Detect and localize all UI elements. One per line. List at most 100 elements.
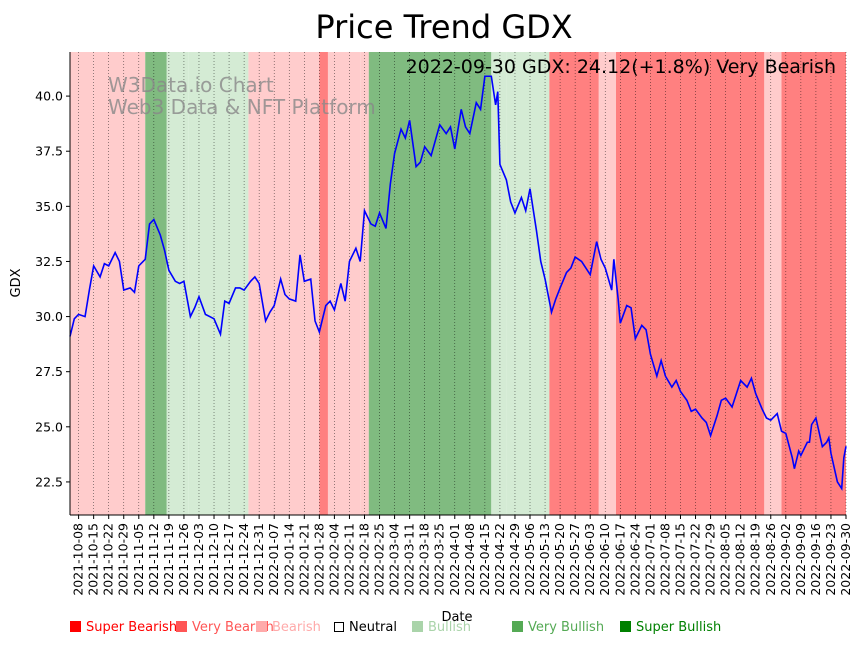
- legend-swatch: [412, 621, 423, 632]
- x-tick-label: 2021-11-26: [176, 523, 191, 596]
- legend-label: Bearish: [272, 620, 321, 635]
- x-tick-label: 2022-05-27: [567, 523, 582, 596]
- x-tick-label: 2021-12-24: [236, 523, 251, 596]
- x-tick-label: 2022-08-19: [748, 523, 763, 596]
- x-tick-label: 2022-06-17: [612, 523, 627, 596]
- legend-item: Very Bearish: [176, 620, 274, 635]
- regime-band: [145, 52, 167, 515]
- x-tick-label: 2021-12-17: [221, 523, 236, 596]
- legend-label: Bullish: [428, 620, 472, 635]
- x-tick-label: 2022-08-12: [733, 523, 748, 596]
- x-tick-label: 2022-09-30: [838, 523, 853, 596]
- x-tick-label: 2021-12-10: [206, 523, 221, 596]
- x-tick-label: 2022-04-01: [447, 523, 462, 596]
- x-tick-label: 2022-05-13: [537, 523, 552, 596]
- x-tick-label: 2022-08-05: [718, 523, 733, 596]
- x-tick-label: 2022-03-04: [387, 523, 402, 596]
- x-tick-label: 2022-07-01: [642, 523, 657, 596]
- x-tick-label: 2022-07-08: [657, 523, 672, 596]
- legend-swatch: [620, 621, 631, 632]
- x-tick-label: 2022-03-18: [417, 523, 432, 596]
- x-tick-label: 2022-06-10: [597, 523, 612, 596]
- y-tick-label: 22.5: [35, 474, 63, 489]
- x-tick-label: 2021-10-08: [71, 523, 86, 596]
- x-tick-label: 2021-12-03: [191, 523, 206, 596]
- regime-band: [506, 52, 550, 515]
- legend-label: Neutral: [349, 620, 397, 635]
- y-tick-label: 27.5: [35, 364, 63, 379]
- x-tick-label: 2022-06-03: [582, 523, 597, 596]
- x-tick-label: 2021-12-31: [251, 523, 266, 596]
- price-annotation: 2022-09-30 GDX: 24.12(+1.8%) Very Bearis…: [406, 56, 836, 78]
- legend-item: Neutral: [334, 620, 397, 635]
- watermark-line-2: Web3 Data & NFT Platform: [108, 95, 376, 119]
- x-tick-label: 2022-01-07: [266, 523, 281, 596]
- x-tick-label: 2022-07-29: [703, 523, 718, 596]
- x-tick-label: 2022-09-09: [793, 523, 808, 596]
- regime-band: [93, 52, 146, 515]
- x-tick-label: 2022-09-02: [778, 523, 793, 596]
- regime-band: [781, 52, 846, 515]
- x-tick-label: 2022-03-25: [432, 523, 447, 596]
- legend-swatch: [256, 621, 267, 632]
- price-line-gdx: [69, 75, 847, 491]
- legend-label: Super Bullish: [636, 620, 722, 635]
- x-tick-label: 2022-02-04: [326, 523, 341, 596]
- y-tick-label: 32.5: [35, 254, 63, 269]
- y-tick-label: 40.0: [35, 89, 63, 104]
- x-tick-label: 2022-09-23: [823, 523, 838, 596]
- x-tick-label: 2022-04-22: [492, 523, 507, 596]
- regime-band: [598, 52, 616, 515]
- x-ticks: 2021-10-08 2021-10-15 2021-10-22 2021-10-29…: [71, 515, 853, 596]
- x-tick-label: 2022-06-24: [627, 523, 642, 596]
- regime-band: [166, 52, 189, 515]
- regime-bands: [70, 52, 846, 515]
- regime-band: [615, 52, 765, 515]
- regime-band: [549, 52, 599, 515]
- regime-band: [319, 52, 328, 515]
- y-tick-label: 30.0: [35, 309, 63, 324]
- x-tick-label: 2022-02-25: [372, 523, 387, 596]
- watermark-line-1: W3Data.io Chart: [108, 73, 274, 97]
- regime-band: [491, 52, 507, 515]
- regime-band: [188, 52, 249, 515]
- x-tick-label: 2022-01-28: [311, 523, 326, 596]
- legend-label: Very Bearish: [192, 620, 274, 635]
- x-tick-label: 2021-10-15: [86, 523, 101, 596]
- x-tick-label: 2021-10-29: [116, 523, 131, 596]
- x-tick-label: 2021-11-05: [131, 523, 146, 596]
- regime-band: [764, 52, 782, 515]
- x-tick-label: 2021-11-12: [146, 523, 161, 596]
- x-tick-label: 2022-04-29: [507, 523, 522, 596]
- y-axis-label: GDX: [9, 268, 24, 297]
- legend-label: Super Bearish: [86, 620, 178, 635]
- y-ticks: 22.5 25.0 27.5 30.0 32.5 35.0 37.5 40.0: [35, 89, 70, 489]
- legend-swatch: [334, 622, 344, 632]
- x-tick-label: 2022-08-26: [763, 523, 778, 596]
- x-tick-label: 2022-02-18: [356, 523, 371, 596]
- regime-band: [70, 52, 94, 515]
- x-tick-label: 2022-01-14: [281, 523, 296, 596]
- x-axis-label: Date: [441, 610, 472, 625]
- legend-label: Very Bullish: [528, 620, 605, 635]
- x-tick-label: 2022-04-15: [477, 523, 492, 596]
- legend-item: Bearish: [256, 620, 321, 635]
- legend-item: Very Bullish: [512, 620, 604, 635]
- x-tick-label: 2022-09-16: [808, 523, 823, 596]
- x-tick-label: 2022-01-21: [296, 523, 311, 596]
- y-tick-label: 35.0: [35, 199, 63, 214]
- legend-item: Bullish: [412, 620, 471, 635]
- x-tick-label: 2022-02-11: [341, 523, 356, 596]
- y-tick-label: 25.0: [35, 419, 63, 434]
- legend-item: Super Bearish: [70, 620, 177, 635]
- legend-swatch: [512, 621, 523, 632]
- x-tick-label: 2022-05-06: [522, 523, 537, 596]
- x-tick-label: 2022-07-22: [688, 523, 703, 596]
- x-tick-label: 2022-07-15: [672, 523, 687, 596]
- legend-swatch: [176, 621, 187, 632]
- regime-band: [248, 52, 320, 515]
- x-tick-label: 2021-11-19: [161, 523, 176, 596]
- x-tick-label: 2022-03-11: [402, 523, 417, 596]
- chart-title: Price Trend GDX: [315, 8, 572, 46]
